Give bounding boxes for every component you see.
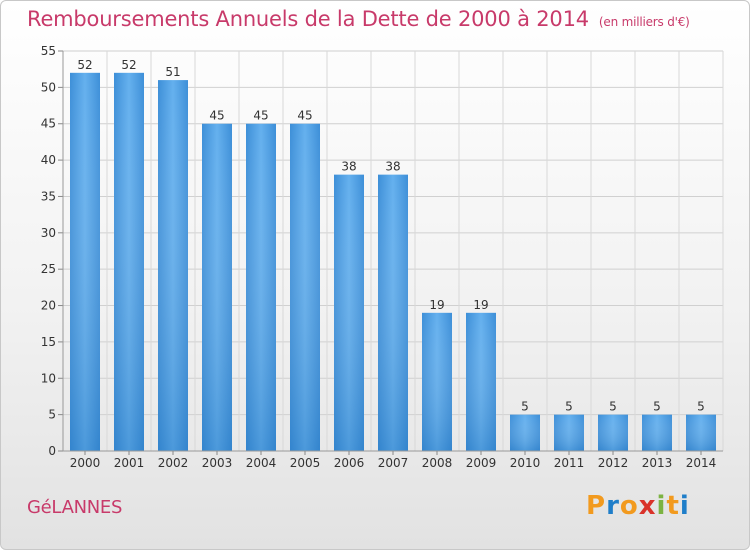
y-tick-label: 25 <box>41 262 56 276</box>
logo-letter: r <box>606 491 620 521</box>
logo-letter: x <box>638 491 657 521</box>
x-tick-label: 2000 <box>70 456 101 470</box>
x-tick-label: 2011 <box>554 456 585 470</box>
commune-name: GéLANNES <box>27 497 123 518</box>
bar-value-label: 38 <box>341 160 356 174</box>
y-tick-label: 20 <box>41 299 56 313</box>
bar-shade <box>466 312 496 451</box>
x-tick-label: 2003 <box>202 456 233 470</box>
x-tick-label: 2008 <box>422 456 453 470</box>
y-tick-label: 40 <box>41 153 56 167</box>
chart-title-text: Remboursements Annuels de la Dette de 20… <box>27 7 589 31</box>
bar-value-label: 45 <box>253 109 268 123</box>
bar-value-label: 5 <box>653 400 661 414</box>
y-tick-label: 0 <box>48 444 56 458</box>
logo-letter: i <box>656 491 667 521</box>
y-tick-label: 15 <box>41 335 56 349</box>
bar-shade <box>70 72 100 452</box>
bar-value-label: 5 <box>609 400 617 414</box>
bar-shade <box>114 72 144 452</box>
x-tick-label: 2012 <box>598 456 629 470</box>
x-tick-label: 2010 <box>510 456 541 470</box>
x-tick-label: 2014 <box>686 456 717 470</box>
x-tick-label: 2007 <box>378 456 409 470</box>
x-tick-label: 2004 <box>246 456 277 470</box>
bar-shade <box>334 174 364 452</box>
bar-value-label: 5 <box>697 400 705 414</box>
bar-shade <box>686 414 716 451</box>
bar-shade <box>554 414 584 451</box>
proxiti-logo: Proxiti <box>586 491 690 521</box>
y-tick-label: 5 <box>48 408 56 422</box>
bar-shade <box>598 414 628 451</box>
bar-value-label: 52 <box>77 58 92 72</box>
logo-letter: i <box>679 491 690 521</box>
bar-value-label: 51 <box>165 65 180 79</box>
x-tick-label: 2001 <box>114 456 145 470</box>
chart-unit: (en milliers d'€) <box>598 15 690 29</box>
bar-value-label: 19 <box>429 298 444 312</box>
y-tick-label: 10 <box>41 371 56 385</box>
logo-letter: o <box>619 491 639 521</box>
bar-shade <box>422 312 452 451</box>
bar-shade <box>510 414 540 451</box>
y-tick-label: 30 <box>41 226 56 240</box>
bar-shade <box>290 123 320 452</box>
bar-shade <box>642 414 672 451</box>
bar-value-label: 52 <box>121 58 136 72</box>
bar-value-label: 5 <box>521 400 529 414</box>
bar-shade <box>378 174 408 452</box>
bars-layer: 52 52 51 45 45 45 38 38 19 19 5 5 5 5 5 <box>70 58 716 452</box>
x-tick-label: 2002 <box>158 456 189 470</box>
bar-value-label: 45 <box>297 109 312 123</box>
y-tick-label: 55 <box>41 44 56 58</box>
bar-shade <box>202 123 232 452</box>
bar-value-label: 5 <box>565 400 573 414</box>
y-tick-label: 45 <box>41 117 56 131</box>
bar-value-label: 19 <box>473 298 488 312</box>
bar-value-label: 45 <box>209 109 224 123</box>
x-tick-label: 2005 <box>290 456 321 470</box>
y-tick-label: 50 <box>41 80 56 94</box>
bar-shade <box>158 80 188 451</box>
chart-title: Remboursements Annuels de la Dette de 20… <box>27 7 690 31</box>
x-tick-label: 2009 <box>466 456 497 470</box>
logo-letter: P <box>586 491 607 521</box>
bar-shade <box>246 123 276 452</box>
bar-value-label: 38 <box>385 160 400 174</box>
y-tick-label: 35 <box>41 189 56 203</box>
x-tick-label: 2013 <box>642 456 673 470</box>
x-tick-label: 2006 <box>334 456 365 470</box>
logo-letter: t <box>666 491 680 521</box>
